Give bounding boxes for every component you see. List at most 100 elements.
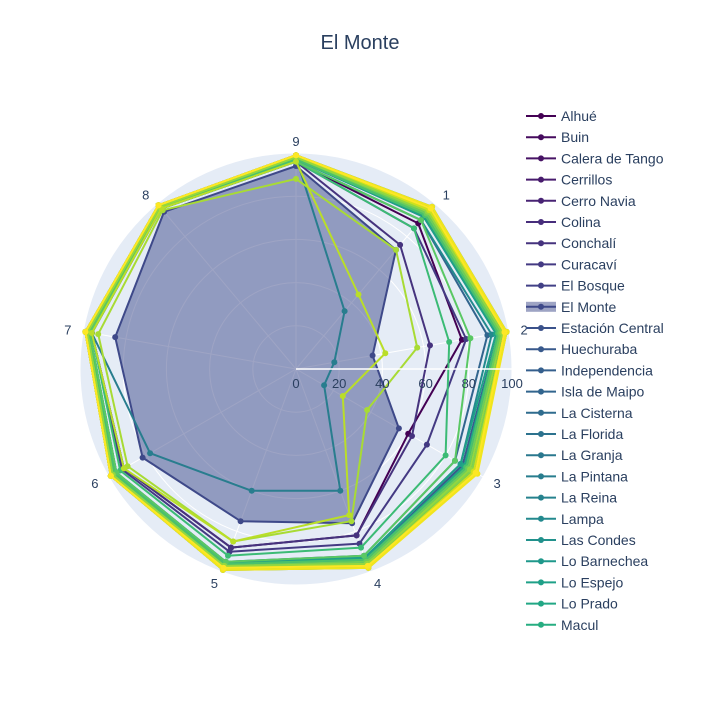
series-point[interactable] (107, 472, 114, 479)
series-point[interactable] (120, 465, 127, 472)
series-line[interactable] (86, 156, 504, 567)
series-point[interactable] (452, 457, 458, 464)
series-point[interactable] (411, 225, 417, 232)
series-line[interactable] (84, 154, 506, 569)
series-line[interactable] (86, 158, 500, 565)
series-point[interactable] (248, 487, 255, 494)
series-point[interactable] (369, 352, 376, 359)
series-point[interactable] (112, 334, 119, 341)
legend-item[interactable]: Calera de Tango (526, 150, 664, 166)
series-point[interactable] (339, 393, 346, 399)
series-point[interactable] (355, 291, 362, 298)
series-line[interactable] (97, 177, 419, 543)
series-point[interactable] (353, 532, 360, 539)
series-point[interactable] (95, 331, 102, 338)
legend-label: Alhué (561, 108, 597, 124)
series-trace[interactable] (82, 152, 508, 571)
series-point[interactable] (147, 450, 154, 457)
series-point[interactable] (427, 342, 433, 349)
legend-label: Huechuraba (561, 341, 637, 357)
legend-item[interactable]: El Bosque (526, 278, 625, 294)
series-point[interactable] (472, 469, 479, 476)
series-point[interactable] (397, 241, 404, 248)
legend-marker (538, 473, 544, 480)
series-point[interactable] (423, 441, 430, 448)
legend-item[interactable]: Isla de Maipo (526, 384, 644, 400)
legend-item[interactable]: Curacaví (526, 256, 617, 272)
series-point[interactable] (293, 158, 299, 165)
series-point[interactable] (155, 202, 162, 209)
legend-label: Estación Central (561, 320, 664, 336)
series-point[interactable] (364, 407, 371, 413)
series-point[interactable] (418, 217, 424, 224)
series-point[interactable] (358, 544, 364, 551)
legend-item[interactable]: La Granja (526, 447, 623, 463)
legend-item[interactable]: Huechuraba (526, 341, 637, 357)
legend-marker (538, 431, 544, 437)
series-point[interactable] (409, 433, 415, 439)
legend-item[interactable]: La Pintana (526, 468, 628, 484)
radial-tick-label: 80 (462, 376, 476, 391)
legend-item[interactable]: Independencia (526, 362, 653, 378)
series-point[interactable] (341, 308, 348, 315)
legend-item[interactable]: Cerrillos (526, 172, 612, 188)
series-point[interactable] (230, 538, 237, 545)
series-point[interactable] (348, 518, 355, 525)
legend-item[interactable]: Lampa (526, 511, 604, 527)
legend-item[interactable]: Conchalí (526, 235, 616, 251)
series-point[interactable] (364, 562, 371, 569)
series-point[interactable] (82, 328, 89, 335)
series-point[interactable] (446, 339, 453, 345)
axis-label: 5 (211, 576, 218, 591)
legend-item[interactable]: Cerro Navia (526, 193, 636, 209)
legend-item[interactable]: Macul (526, 617, 598, 633)
legend-label: Lampa (561, 511, 604, 527)
legend-marker (538, 282, 544, 289)
legend-label: Isla de Maipo (561, 384, 644, 400)
series-point[interactable] (467, 335, 474, 342)
legend-item[interactable]: Lo Prado (526, 596, 618, 612)
legend-item[interactable]: Buin (526, 129, 589, 145)
series-point[interactable] (382, 350, 389, 357)
legend[interactable]: Alhué Buin Calera de Tango Cerrillos Cerro N… (526, 108, 664, 633)
legend-item[interactable]: La Florida (526, 426, 623, 442)
legend-item[interactable]: Las Condes (526, 532, 636, 548)
legend-marker (538, 537, 544, 543)
legend-marker (538, 134, 544, 141)
series-point[interactable] (220, 564, 227, 571)
series-point[interactable] (395, 425, 402, 432)
legend-label: Conchalí (561, 235, 616, 251)
legend-item[interactable]: La Reina (526, 490, 617, 506)
series-point[interactable] (331, 359, 338, 366)
series-point[interactable] (139, 454, 146, 461)
series-point[interactable] (88, 330, 95, 336)
axis-label: 8 (142, 187, 149, 202)
legend-item[interactable]: Lo Espejo (526, 574, 623, 590)
series-point[interactable] (346, 512, 353, 519)
series-point[interactable] (337, 487, 344, 494)
legend-item[interactable]: La Cisterna (526, 405, 633, 421)
series-point[interactable] (393, 246, 399, 253)
legend-item[interactable]: Lo Barnechea (526, 553, 648, 569)
series-point[interactable] (321, 382, 328, 389)
series-point[interactable] (293, 175, 299, 182)
legend-marker (538, 325, 544, 331)
legend-item[interactable]: Colina (526, 214, 601, 230)
legend-item[interactable]: El Monte (526, 299, 616, 315)
series-point[interactable] (501, 329, 508, 336)
axis-label: 2 (521, 322, 528, 337)
legend-item[interactable]: Alhué (526, 108, 597, 124)
series-point[interactable] (361, 552, 367, 559)
series-point[interactable] (442, 452, 449, 459)
legend-item[interactable]: Estación Central (526, 320, 664, 336)
series-point[interactable] (225, 552, 231, 559)
series-point[interactable] (237, 518, 244, 525)
legend-marker (538, 261, 544, 268)
legend-label: La Reina (561, 490, 617, 506)
series-trace[interactable] (88, 158, 389, 545)
series-point[interactable] (414, 344, 421, 351)
series-point[interactable] (427, 205, 434, 212)
series-point[interactable] (293, 152, 299, 159)
series-line[interactable] (90, 160, 387, 543)
